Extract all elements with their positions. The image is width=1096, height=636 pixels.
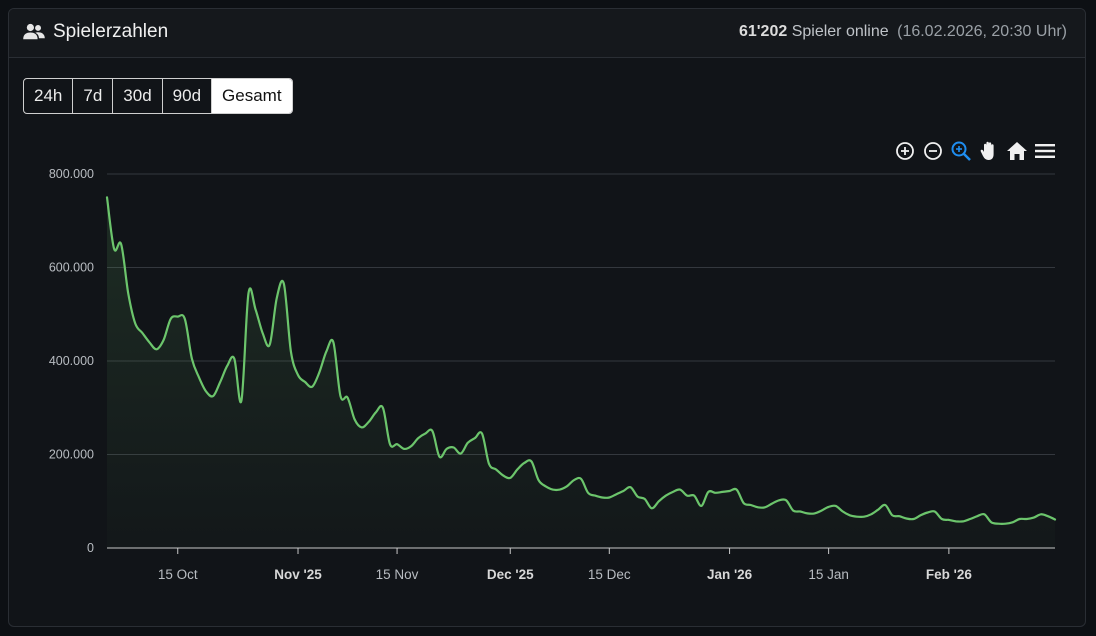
player-label: Spieler online: [791, 23, 889, 40]
x-tick-label: Nov '25: [274, 567, 322, 582]
player-stats-card: Spielerzahlen 61'202 Spieler online (16.…: [8, 8, 1086, 627]
online-status: 61'202 Spieler online (16.02.2026, 20:30…: [739, 23, 1067, 41]
title-group: Spielerzahlen: [23, 21, 168, 43]
zoom-in-icon[interactable]: [894, 140, 916, 162]
menu-icon[interactable]: [1034, 140, 1056, 162]
y-tick-label: 0: [87, 541, 94, 555]
player-count: 61'202: [738, 23, 788, 40]
card-title: Spielerzahlen: [53, 21, 169, 42]
x-tick-label: Feb '26: [926, 567, 972, 582]
x-tick-label: 15 Jan: [808, 567, 849, 582]
pan-icon[interactable]: [978, 140, 1000, 162]
y-tick-label: 800.000: [49, 167, 94, 181]
series-line: [105, 196, 1057, 525]
x-tick-label: 15 Nov: [376, 567, 419, 582]
tab-7d[interactable]: 7d: [73, 79, 114, 113]
y-tick-label: 600.000: [49, 261, 94, 275]
reset-home-icon[interactable]: [1006, 140, 1028, 162]
series-area: [107, 197, 1055, 548]
tab-30d[interactable]: 30d: [113, 79, 163, 113]
y-tick-label: 200.000: [49, 448, 94, 462]
chart-toolbar: [894, 140, 1056, 162]
users-icon: [23, 23, 45, 40]
zoom-out-icon[interactable]: [922, 140, 944, 162]
x-tick-label: Jan '26: [707, 567, 753, 582]
x-tick-label: 15 Dec: [588, 567, 631, 582]
x-tick-label: Dec '25: [487, 567, 534, 582]
tab-24h[interactable]: 24h: [24, 79, 74, 113]
tab-90d[interactable]: 90d: [163, 79, 213, 113]
selection-zoom-icon[interactable]: [950, 140, 972, 162]
x-tick-label: 15 Oct: [158, 567, 198, 582]
status-timestamp: (16.02.2026, 20:30 Uhr): [897, 23, 1067, 40]
y-tick-label: 400.000: [49, 354, 94, 368]
range-tabs: 24h 7d 30d 90d Gesamt: [23, 78, 293, 114]
player-count-chart: 0 200.000 400.000 600.000 800.000 15 Oct Nov '…: [49, 167, 1057, 582]
card-header: Spielerzahlen 61'202 Spieler online (16.…: [9, 9, 1085, 58]
tab-gesamt[interactable]: Gesamt: [212, 79, 292, 113]
